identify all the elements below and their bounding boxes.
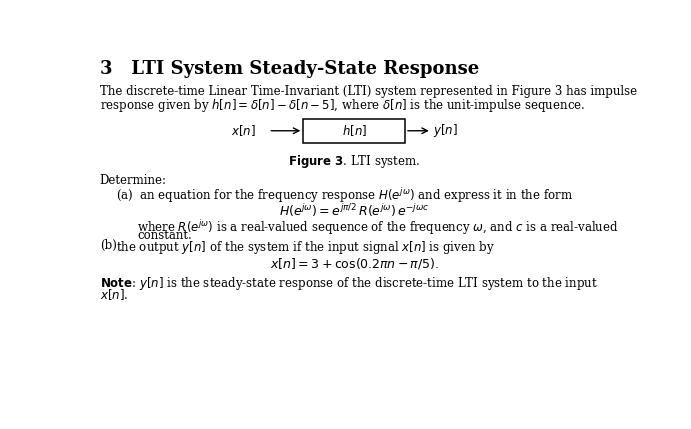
Text: (b): (b): [100, 239, 117, 252]
Text: 3   LTI System Steady-State Response: 3 LTI System Steady-State Response: [100, 60, 479, 78]
Text: $H(e^{j\omega}) = e^{j\pi/2}\, R(e^{j\omega})\, e^{-j\omega c}$: $H(e^{j\omega}) = e^{j\pi/2}\, R(e^{j\om…: [279, 202, 429, 219]
Text: $\mathbf{Figure\ 3}$. LTI system.: $\mathbf{Figure\ 3}$. LTI system.: [288, 153, 420, 170]
Bar: [303, 119, 405, 143]
Text: response given by $h[n] = \delta[n] - \delta[n-5]$, where $\delta[n]$ is the uni: response given by $h[n] = \delta[n] - \d…: [100, 97, 585, 114]
Text: Determine:: Determine:: [100, 174, 167, 187]
Text: The discrete-time Linear Time-Invariant (LTI) system represented in Figure 3 has: The discrete-time Linear Time-Invariant …: [100, 85, 637, 97]
Text: the output $y[n]$ of the system if the input signal $x[n]$ is given by: the output $y[n]$ of the system if the i…: [116, 239, 495, 256]
Text: $\mathbf{Note}$: $y[n]$ is the steady-state response of the discrete-time LTI sy: $\mathbf{Note}$: $y[n]$ is the steady-st…: [100, 275, 598, 292]
Text: $x[n] = 3 + \cos(0.2\pi n - \pi/5).$: $x[n] = 3 + \cos(0.2\pi n - \pi/5).$: [269, 256, 439, 271]
Text: $h[n]$: $h[n]$: [341, 123, 367, 138]
Text: where $R(e^{j\omega})$ is a real-valued sequence of the frequency $\omega$, and : where $R(e^{j\omega})$ is a real-valued …: [138, 218, 618, 236]
Text: (a)  an equation for the frequency response $H(e^{j\omega})$ and express it in t: (a) an equation for the frequency respon…: [116, 186, 573, 205]
Text: $y[n]$: $y[n]$: [433, 122, 457, 139]
Text: $x[n]$: $x[n]$: [231, 123, 256, 138]
Text: constant.: constant.: [138, 229, 192, 242]
Text: $x[n]$.: $x[n]$.: [100, 287, 129, 302]
